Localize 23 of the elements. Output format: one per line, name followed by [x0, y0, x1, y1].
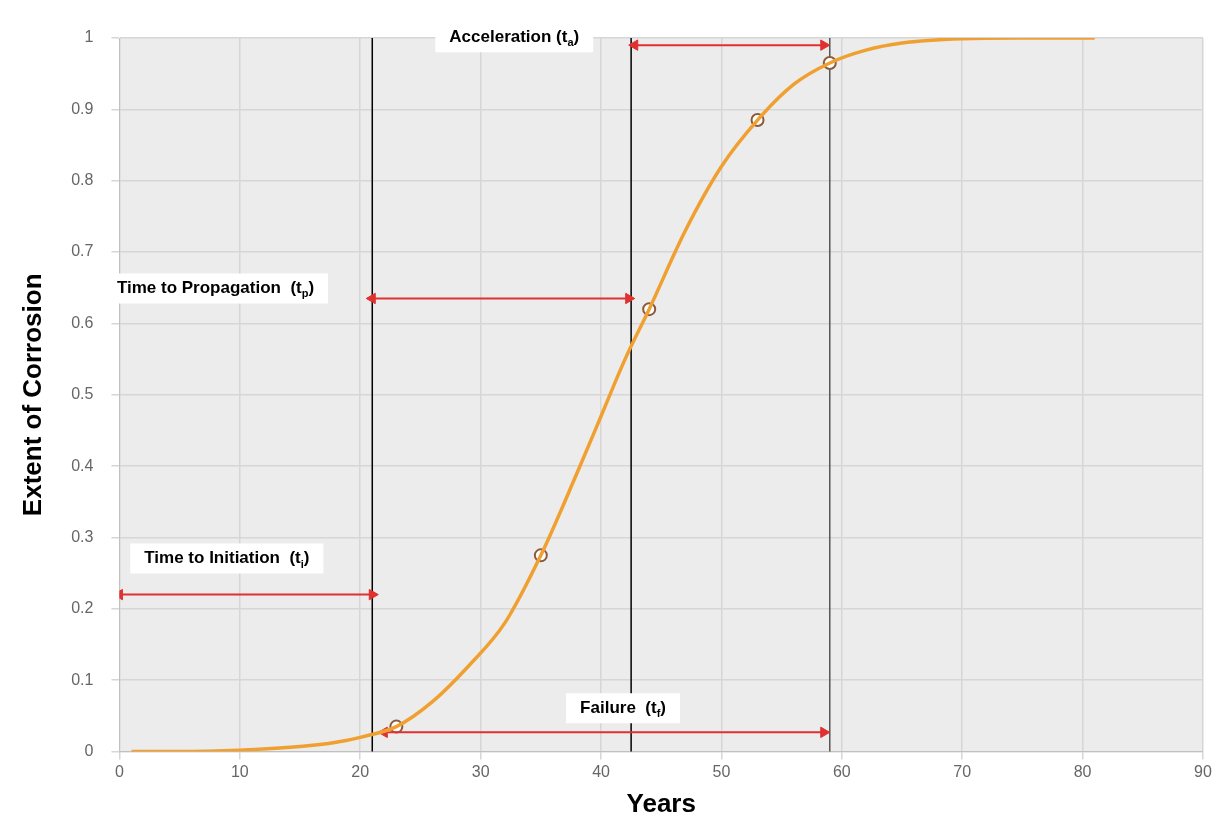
x-tick-label: 40 [592, 762, 611, 780]
y-tick-label: 0 [84, 742, 94, 760]
y-tick-label: 0.7 [71, 242, 94, 260]
x-tick-label: 20 [351, 762, 370, 780]
x-tick-label: 80 [1073, 762, 1092, 780]
x-tick-label: 60 [832, 762, 851, 780]
y-tick-label: 0.9 [71, 99, 94, 117]
x-tick-label: 70 [953, 762, 972, 780]
x-axis-title: Years [626, 787, 696, 818]
y-axis-title: Extent of Corrosion [16, 273, 47, 517]
x-tick-label: 10 [230, 762, 249, 780]
y-tick-label: 0.8 [71, 171, 94, 189]
y-tick-label: 0.4 [71, 456, 94, 474]
y-tick-label: 1 [84, 28, 94, 46]
y-tick-label: 0.5 [71, 385, 94, 403]
x-tick-label: 50 [712, 762, 731, 780]
x-tick-label: 0 [114, 762, 124, 780]
x-tick-label: 30 [471, 762, 490, 780]
y-tick-label: 0.3 [71, 527, 94, 545]
x-tick-label: 90 [1194, 762, 1212, 780]
y-tick-label: 0.2 [71, 599, 94, 617]
y-tick-label: 0.6 [71, 313, 94, 331]
y-tick-label: 0.1 [71, 670, 94, 688]
